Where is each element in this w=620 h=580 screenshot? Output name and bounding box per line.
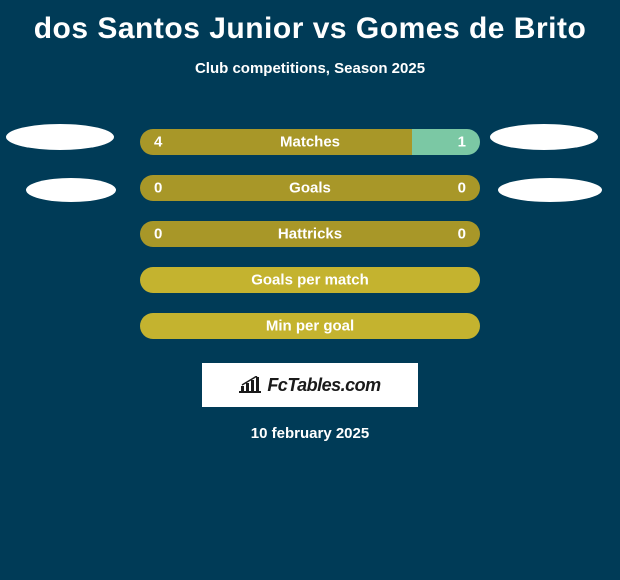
stat-row: Min per goal — [0, 303, 620, 349]
stat-label: Min per goal — [266, 318, 354, 335]
bar-left-fill — [140, 129, 412, 155]
stat-bar: 0 0 Hattricks — [140, 221, 480, 247]
stat-label: Goals per match — [251, 272, 369, 289]
stat-value-right: 1 — [458, 134, 466, 151]
stat-row: 0 0 Hattricks — [0, 211, 620, 257]
stat-label: Goals — [289, 180, 331, 197]
stat-label: Matches — [280, 134, 340, 151]
stat-value-left: 0 — [154, 226, 162, 243]
stat-row: 4 1 Matches — [0, 119, 620, 165]
logo-text: FcTables.com — [267, 375, 380, 396]
stat-label: Hattricks — [278, 226, 342, 243]
stat-value-right: 0 — [458, 180, 466, 197]
stat-rows: 4 1 Matches 0 0 Goals 0 0 Hattricks Goals per mat… — [0, 119, 620, 349]
subtitle: Club competitions, Season 2025 — [0, 60, 620, 77]
fctables-logo[interactable]: FcTables.com — [202, 363, 418, 407]
stat-value-right: 0 — [458, 226, 466, 243]
stat-value-left: 0 — [154, 180, 162, 197]
date-label: 10 february 2025 — [0, 425, 620, 442]
page-title: dos Santos Junior vs Gomes de Brito — [0, 0, 620, 46]
stat-row: 0 0 Goals — [0, 165, 620, 211]
chart-icon — [239, 376, 261, 394]
stat-bar: Goals per match — [140, 267, 480, 293]
stat-bar: 0 0 Goals — [140, 175, 480, 201]
stat-value-left: 4 — [154, 134, 162, 151]
stat-bar: 4 1 Matches — [140, 129, 480, 155]
stat-row: Goals per match — [0, 257, 620, 303]
stat-bar: Min per goal — [140, 313, 480, 339]
bar-right-fill — [412, 129, 480, 155]
